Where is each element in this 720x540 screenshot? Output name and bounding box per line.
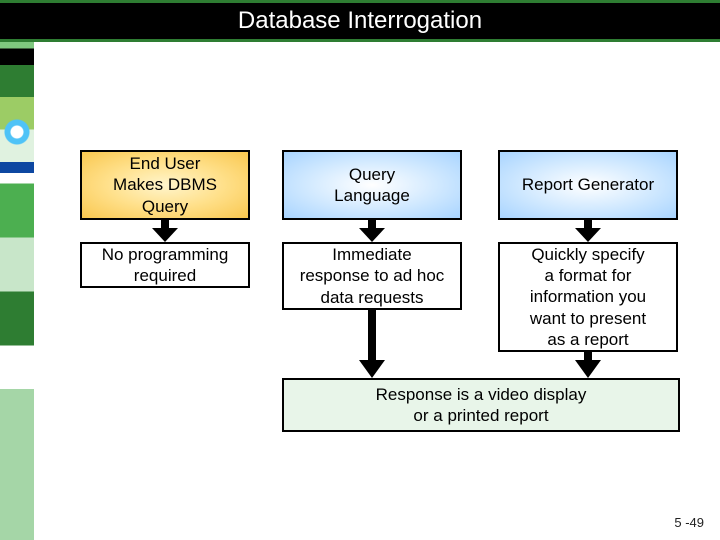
- left-decorative-strip: [0, 0, 34, 540]
- node-label: Quickly specify a format for information…: [530, 244, 646, 350]
- node-quickly-specify: Quickly specify a format for information…: [498, 242, 678, 352]
- arrow-head-icon: [575, 360, 601, 378]
- arrow-down-icon: [368, 310, 376, 362]
- node-label: End User Makes DBMS Query: [113, 153, 217, 217]
- node-label: Report Generator: [522, 174, 654, 195]
- node-no-programming: No programming required: [80, 242, 250, 288]
- node-report-generator: Report Generator: [498, 150, 678, 220]
- node-end-user: End User Makes DBMS Query: [80, 150, 250, 220]
- node-label: Response is a video display or a printed…: [376, 384, 587, 427]
- node-label: No programming required: [102, 244, 229, 287]
- page-title: Database Interrogation: [238, 7, 482, 35]
- node-label: Query Language: [334, 164, 410, 207]
- title-bar: Database Interrogation: [0, 0, 720, 42]
- node-response: Response is a video display or a printed…: [282, 378, 680, 432]
- slide-number: 5 -49: [674, 515, 704, 530]
- node-query-language: Query Language: [282, 150, 462, 220]
- node-label: Immediate response to ad hoc data reques…: [300, 244, 445, 308]
- arrow-head-icon: [359, 360, 385, 378]
- node-immediate-response: Immediate response to ad hoc data reques…: [282, 242, 462, 310]
- arrow-head-icon: [152, 228, 178, 242]
- arrow-head-icon: [359, 228, 385, 242]
- arrow-head-icon: [575, 228, 601, 242]
